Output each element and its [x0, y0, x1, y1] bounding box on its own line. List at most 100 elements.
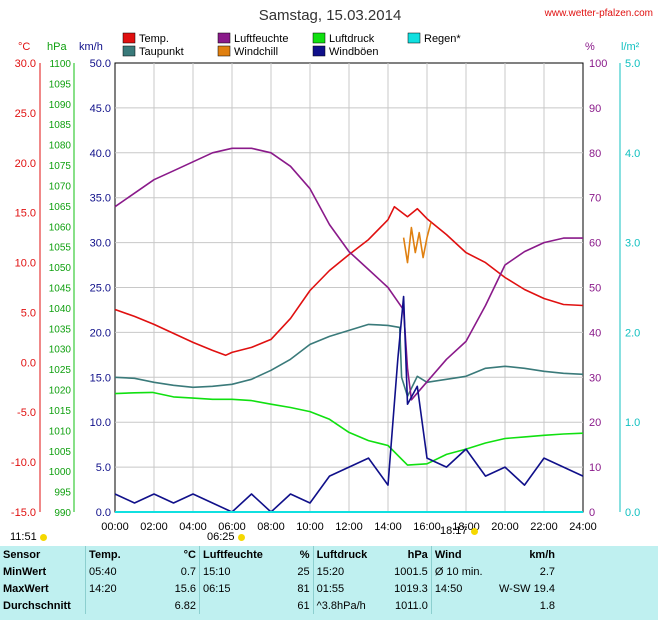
stats-head-temp-unit: °C: [183, 548, 196, 561]
stats-row-label: MinWert: [3, 565, 47, 578]
celsius-tick-label: 0.0: [21, 357, 36, 369]
time-tick-label: 14:00: [374, 521, 402, 531]
stats-hum-value: 61: [297, 599, 310, 612]
legend-swatch-temp: [122, 32, 136, 44]
percent-tick-label: 70: [589, 193, 601, 205]
legend-swatch-luftfeuchte: [217, 32, 231, 44]
hpa-tick-label: 1055: [49, 243, 72, 254]
hpa-tick-label: 995: [54, 488, 71, 499]
sunset-value: 18:17: [440, 525, 468, 537]
stats-head-press-unit: hPa: [407, 548, 428, 561]
hpa-tick-label: 1095: [49, 79, 72, 90]
stats-press-time: 01:55: [312, 580, 381, 597]
hpa-tick-label: 990: [54, 508, 71, 519]
stats-temp-value: 0.7: [180, 565, 196, 578]
stats-head-sensor: Sensor: [3, 548, 41, 561]
hpa-axis-unit: hPa: [47, 41, 67, 53]
legend-label-luftdruck: Luftdruck: [329, 33, 375, 45]
sun-icon: [39, 533, 47, 541]
hpa-tick-label: 1045: [49, 284, 72, 295]
stats-press-time: ^3.8hPa/h: [312, 597, 381, 614]
hpa-tick-label: 1000: [49, 467, 72, 478]
time-tick-label: 02:00: [140, 521, 168, 531]
kmh-tick-label: 45.0: [90, 103, 111, 115]
stats-row: MinWert 05:40 0.7 15:10 25 15:20 1001.5 …: [0, 563, 558, 580]
stats-hum-value: 25: [297, 565, 310, 578]
percent-tick-label: 40: [589, 327, 601, 339]
site-link[interactable]: www.wetter-pfalzen.com: [544, 8, 653, 19]
sunrise-label: 06:25: [207, 531, 245, 543]
time-tick-label: 10:00: [296, 521, 324, 531]
hpa-tick-label: 1090: [49, 100, 72, 111]
percent-tick-label: 60: [589, 238, 601, 250]
stats-temp-time: 05:40: [85, 563, 136, 580]
percent-tick-label: 20: [589, 417, 601, 429]
daylength-label: 11:51: [10, 531, 47, 543]
daylength-value: 11:51: [10, 531, 37, 543]
legend-label-windboeen: Windböen: [329, 46, 379, 58]
celsius-tick-label: -5.0: [17, 407, 36, 419]
stats-hum-time: [198, 597, 280, 614]
time-tick-label: 20:00: [491, 521, 519, 531]
hpa-tick-label: 1100: [49, 59, 71, 70]
kmh-axis-unit: km/h: [79, 41, 103, 53]
time-tick-label: 06:00: [218, 521, 246, 531]
sunset-icon: [470, 527, 478, 535]
percent-tick-label: 90: [589, 103, 601, 115]
stats-row: MaxWert 14:20 15.6 06:15 81 01:55 1019.3…: [0, 580, 558, 597]
sunset-label: 18:17: [440, 525, 478, 537]
stats-temp-value: 15.6: [174, 582, 196, 595]
time-tick-label: 00:00: [101, 521, 129, 531]
stats-wind-value: W-SW 19.4: [498, 582, 555, 595]
stats-hum-time: 06:15: [198, 580, 280, 597]
series-line-taupunkt: [114, 323, 584, 398]
plot-grid: [115, 63, 583, 512]
stats-wind-time: [430, 597, 493, 614]
celsius-axis-unit: °C: [18, 41, 30, 53]
kmh-tick-label: 5.0: [96, 462, 111, 474]
percent-axis-unit: %: [585, 41, 595, 53]
celsius-tick-label: 25.0: [15, 108, 36, 120]
rain-tick-label: 4.0: [625, 148, 640, 160]
stats-head-hum-unit: %: [299, 548, 310, 561]
kmh-tick-label: 25.0: [90, 283, 111, 295]
time-tick-label: 08:00: [257, 521, 285, 531]
hpa-tick-label: 1040: [49, 304, 72, 315]
stats-wind-time: Ø 10 min.: [430, 563, 493, 580]
kmh-tick-label: 10.0: [90, 417, 111, 429]
rain-tick-label: 1.0: [625, 417, 640, 429]
percent-tick-label: 10: [589, 462, 601, 474]
celsius-tick-label: -10.0: [11, 457, 36, 469]
hpa-tick-label: 1070: [49, 181, 72, 192]
legend-swatch-regen: [407, 32, 421, 44]
legend-swatch-luftdruck: [312, 32, 326, 44]
sunrise-icon: [237, 533, 245, 541]
legend: Temp. Taupunkt Luftfeuchte Windchill Luf…: [122, 32, 461, 58]
legend-swatch-windboeen: [312, 45, 326, 57]
stats-head-wind-unit: km/h: [529, 548, 555, 561]
rain-axis-unit: l/m²: [621, 41, 640, 53]
time-tick-label: 24:00: [569, 521, 597, 531]
sunrise-value: 06:25: [207, 531, 235, 543]
celsius-tick-label: 15.0: [15, 208, 36, 220]
stats-temp-time: [85, 597, 136, 614]
stats-wind-value: 1.8: [539, 599, 555, 612]
legend-label-luftfeuchte: Luftfeuchte: [234, 33, 288, 45]
hpa-tick-label: 1085: [49, 120, 72, 131]
kmh-tick-label: 35.0: [90, 193, 111, 205]
data-series: [114, 147, 584, 513]
stats-wind-value: 2.7: [539, 565, 555, 578]
hpa-tick-label: 1010: [49, 426, 72, 437]
legend-swatch-windchill: [217, 45, 231, 57]
axis-lines: [39, 63, 621, 512]
stats-row-label: MaxWert: [3, 582, 49, 595]
legend-label-temp: Temp.: [139, 33, 169, 45]
sun-bar: 11:51 06:25 18:17: [0, 525, 658, 545]
rain-tick-label: 0.0: [625, 507, 640, 519]
stats-press-value: 1011.0: [394, 599, 428, 612]
stats-hum-time: 15:10: [198, 563, 280, 580]
hpa-tick-label: 1050: [49, 263, 72, 274]
kmh-tick-label: 30.0: [90, 238, 111, 250]
hpa-tick-label: 1020: [49, 386, 72, 397]
legend-label-regen: Regen*: [424, 33, 461, 45]
